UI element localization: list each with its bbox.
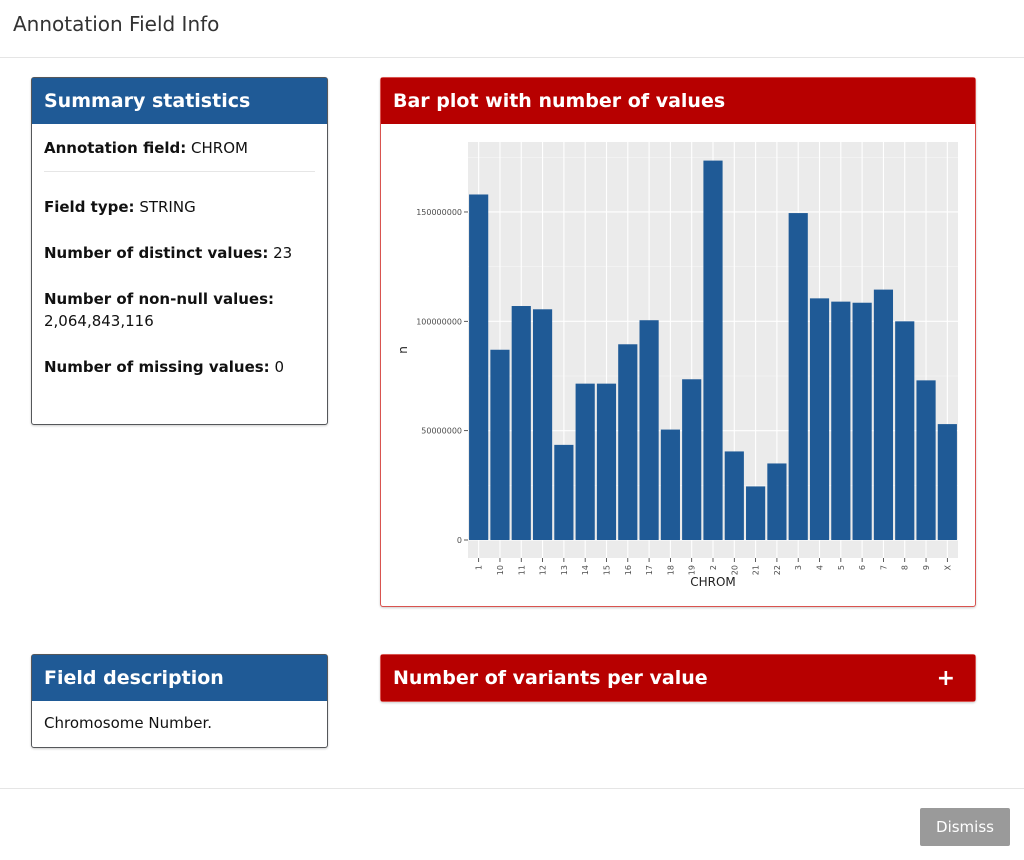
field-description-title: Field description	[44, 667, 224, 689]
field-description-header: Field description	[32, 655, 327, 701]
y-tick-label: 50000000	[421, 427, 462, 436]
x-tick-label: 21	[752, 565, 761, 575]
x-tick-label: 11	[517, 565, 526, 575]
x-tick-label: 10	[496, 565, 505, 575]
bar-9	[916, 380, 936, 540]
bar-2	[703, 160, 723, 540]
bar-21	[746, 486, 766, 540]
modal-header: Annotation Field Info	[0, 0, 1024, 58]
y-tick-label: 0	[457, 536, 462, 545]
summary-statistics-body: Annotation field: CHROM Field type: STRI…	[32, 137, 327, 378]
variants-per-value-box[interactable]: Number of variants per value +	[380, 654, 976, 702]
bar-1	[469, 194, 489, 540]
non-null-values-label: Number of non-null values:	[44, 290, 275, 308]
x-tick-label: 5	[837, 565, 846, 570]
bar-22	[767, 463, 787, 540]
bar-plot-title: Bar plot with number of values	[393, 90, 726, 112]
modal-footer	[0, 788, 1024, 860]
non-null-values-stat: Number of non-null values: 2,064,843,116	[44, 288, 315, 332]
y-axis-label: n	[396, 346, 410, 354]
dismiss-button[interactable]: Dismiss	[920, 808, 1010, 846]
bar-chart: 0 50000000 100000000 150000000 1 10 11 12 13 14 1…	[396, 142, 958, 589]
x-tick-label: 2	[709, 565, 718, 570]
bar-16	[618, 344, 638, 540]
distinct-values-label: Number of distinct values:	[44, 244, 269, 262]
bar-X	[937, 424, 957, 540]
field-type-value: STRING	[139, 198, 196, 216]
bar-15	[596, 383, 617, 540]
bar-5	[831, 301, 851, 540]
x-tick-label: 18	[666, 565, 675, 575]
bar-18	[660, 429, 680, 540]
modal-title: Annotation Field Info	[13, 12, 220, 36]
x-tick-label: X	[943, 564, 952, 570]
bar-12	[532, 309, 553, 540]
summary-statistics-title: Summary statistics	[44, 90, 251, 112]
y-tick-label: 100000000	[416, 317, 462, 326]
annotation-field-stat: Annotation field: CHROM	[44, 137, 315, 159]
x-tick-label: 19	[688, 565, 697, 575]
bar-plot-header: Bar plot with number of values	[381, 78, 975, 124]
x-tick-label: 8	[901, 565, 910, 570]
annotation-field-label: Annotation field:	[44, 139, 187, 157]
missing-values-stat: Number of missing values: 0	[44, 356, 315, 378]
bar-7	[873, 289, 894, 540]
missing-values-label: Number of missing values:	[44, 358, 270, 376]
x-tick-label: 9	[922, 565, 931, 570]
bar-13	[554, 444, 574, 540]
bar-19	[682, 379, 702, 540]
bar-17	[639, 320, 659, 540]
bar-4	[809, 298, 830, 540]
x-tick-label: 3	[794, 565, 803, 570]
x-tick-label: 1	[475, 565, 484, 570]
summary-statistics-header: Summary statistics	[32, 78, 327, 124]
bar-6	[852, 302, 872, 540]
bar-11	[511, 306, 531, 540]
distinct-values-value: 23	[273, 244, 293, 262]
summary-divider	[44, 171, 315, 172]
x-tick-label: 15	[602, 565, 611, 575]
bar-20	[724, 451, 744, 540]
field-type-label: Field type:	[44, 198, 135, 216]
missing-values-value: 0	[274, 358, 285, 376]
field-description-text: Chromosome Number.	[44, 714, 213, 732]
distinct-values-stat: Number of distinct values: 23	[44, 242, 315, 264]
x-tick-label: 4	[816, 565, 825, 570]
x-tick-label: 17	[645, 565, 654, 575]
annotation-field-value: CHROM	[191, 139, 248, 157]
x-tick-label: 6	[858, 565, 867, 570]
y-tick-label: 150000000	[416, 208, 462, 217]
bar-10	[490, 349, 510, 540]
field-description-body: Chromosome Number.	[32, 701, 327, 732]
bar-3	[788, 213, 808, 541]
summary-statistics-box: Summary statistics Annotation field: CHR…	[31, 77, 328, 425]
x-tick-label: 12	[539, 565, 548, 575]
x-tick-label: 7	[879, 565, 888, 570]
x-tick-label: 14	[581, 565, 590, 575]
expand-plus-icon[interactable]: +	[936, 665, 955, 691]
x-tick-label: 13	[560, 565, 569, 575]
field-type-stat: Field type: STRING	[44, 196, 315, 218]
variants-per-value-title: Number of variants per value	[393, 667, 708, 689]
non-null-values-value: 2,064,843,116	[44, 312, 154, 330]
variants-per-value-header[interactable]: Number of variants per value +	[381, 655, 975, 701]
x-tick-label: 22	[773, 565, 782, 575]
bar-14	[575, 383, 595, 540]
field-description-box: Field description Chromosome Number.	[31, 654, 328, 748]
bar-8	[895, 321, 915, 540]
x-axis-label: CHROM	[690, 575, 736, 589]
x-tick-label: 16	[624, 565, 633, 575]
x-tick-label: 20	[730, 565, 739, 575]
bar-plot-box: Bar plot with number of values 0 50000000…	[380, 77, 976, 607]
